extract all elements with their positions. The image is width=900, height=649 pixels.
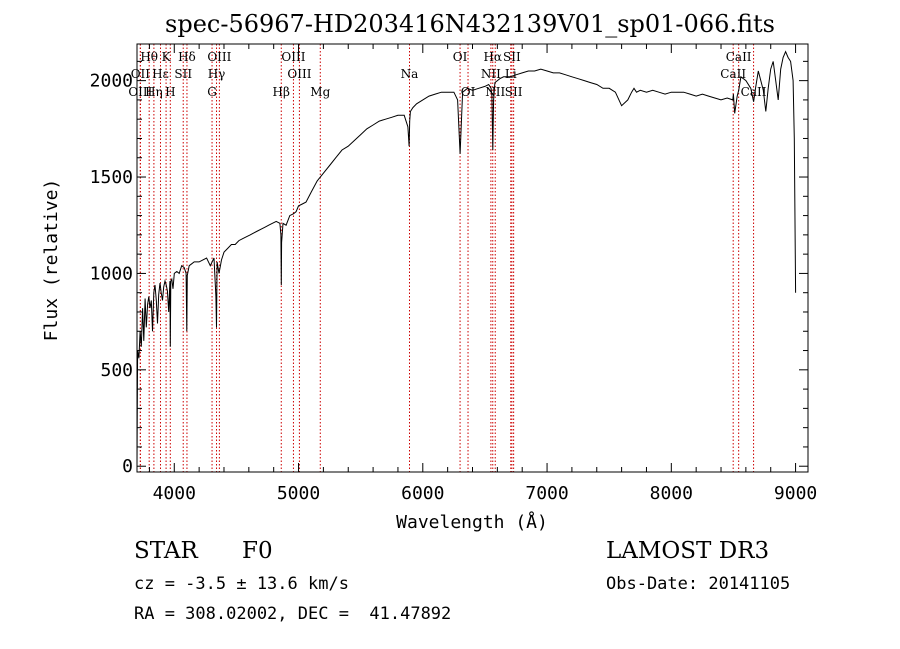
object-type: STAR	[134, 538, 198, 564]
line-label: Li	[505, 67, 517, 81]
line-label: Hδ	[178, 50, 196, 64]
y-tick-label: 2000	[90, 71, 133, 92]
chart-title: spec-56967-HD203416N432139V01_sp01-066.f…	[165, 10, 775, 38]
line-label: Hα	[483, 50, 502, 64]
subclass: F0	[242, 538, 273, 564]
line-label: Hγ	[208, 67, 226, 81]
line-label: OI	[461, 85, 476, 99]
cz-value: cz = -3.5 ± 13.6 km/s	[134, 574, 349, 594]
x-tick-label: 7000	[525, 483, 568, 504]
plot-frame	[136, 43, 809, 473]
obs-date: Obs-Date: 20141105	[606, 574, 791, 594]
line-markers	[139, 44, 755, 472]
line-label: K	[162, 50, 172, 64]
x-tick-label: 9000	[774, 483, 817, 504]
line-label: OIII	[281, 50, 305, 64]
line-label: Hε	[152, 67, 169, 81]
survey-name: LAMOST DR3	[606, 538, 770, 564]
line-label: Hη	[145, 85, 163, 99]
line-label: NII	[485, 85, 505, 99]
y-tick-label: 500	[100, 360, 133, 381]
line-label: Mg	[310, 85, 330, 99]
coordinates: RA = 308.02002, DEC = 41.47892	[134, 604, 452, 624]
x-tick-label: 4000	[153, 483, 196, 504]
line-label: SII	[174, 67, 192, 81]
line-label: SII	[503, 50, 521, 64]
spectrum-line	[136, 50, 797, 465]
line-label: G	[207, 85, 217, 99]
line-label: NII	[481, 67, 501, 81]
y-tick-label: 0	[122, 456, 133, 477]
y-tick-label: 1000	[90, 263, 133, 284]
axes: 4000 5000 6000 7000 8000 9000 0 500 1000 1500 2000	[90, 43, 817, 504]
line-label: SII	[505, 85, 523, 99]
line-label: Na	[401, 67, 419, 81]
line-label: Hβ	[273, 85, 290, 99]
y-axis-label: Flux (relative)	[41, 179, 62, 342]
y-tick-label: 1500	[90, 167, 133, 188]
x-tick-label: 8000	[650, 483, 693, 504]
line-label: CaII	[720, 67, 746, 81]
line-label: OI	[453, 50, 468, 64]
line-label: OII	[131, 67, 151, 81]
line-label: CaII	[741, 85, 767, 99]
x-axis-label: Wavelength (Å)	[396, 511, 548, 533]
line-label: OIII	[207, 50, 231, 64]
x-tick-label: 5000	[277, 483, 320, 504]
line-label: H	[165, 85, 175, 99]
line-label: CaII	[726, 50, 752, 64]
line-label: Hθ	[140, 50, 158, 64]
x-tick-label: 6000	[401, 483, 444, 504]
line-label: OIII	[287, 67, 311, 81]
line-label: OIII	[128, 85, 152, 99]
